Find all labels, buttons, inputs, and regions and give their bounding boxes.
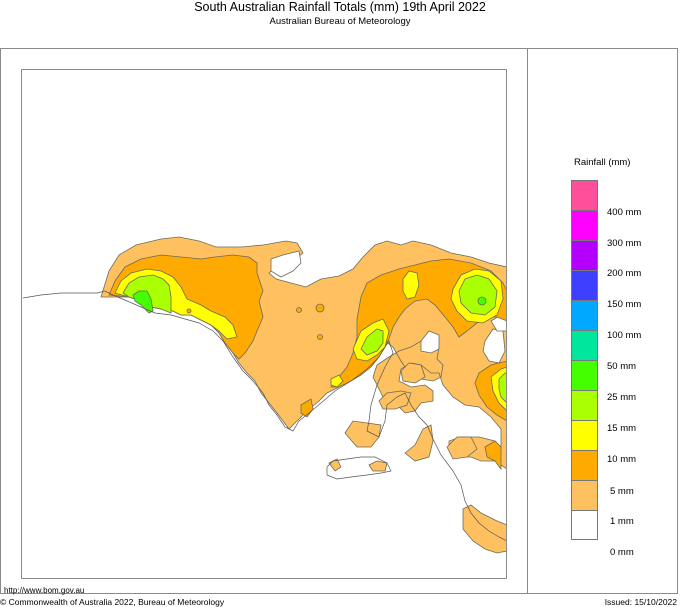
legend-swatch-200-300 [571,240,598,270]
legend-swatch-100-150 [571,300,598,330]
rainfall-zone-25-50mm [132,290,154,314]
rainfall-zone-5-10mm [315,303,325,313]
rainfall-zone-15-25mm [458,274,498,316]
legend-swatch-400plus [571,180,598,210]
legend-label: 300 mm [607,238,642,249]
rainfall-zone-10-15mm [402,270,420,300]
rainfall-zone-1-5mm [446,436,478,460]
rainfall-zone-5-10mm [296,307,302,313]
legend-swatch-1-5 [571,480,598,510]
rainfall-zone-25-50mm [477,296,487,306]
rainfall-zone-1-5mm [400,362,426,384]
chart-frame [0,48,678,594]
coastline [22,290,506,541]
legend-swatch-0-1 [571,510,598,540]
legend-swatch-5-10 [571,450,598,480]
legend-title: Rainfall (mm) [574,157,631,168]
legend-swatch-150-200 [571,270,598,300]
copyright-notice: © Commonwealth of Australia 2022, Bureau… [0,597,225,607]
legend-swatch-50-100 [571,330,598,360]
legend-label: 5 mm [610,486,634,497]
legend-label: 100 mm [607,330,642,341]
legend-divider [527,48,528,594]
rainfall-zone-15-25mm [498,372,506,403]
legend-color-bar [571,180,598,540]
legend-label: 400 mm [607,207,642,218]
legend-swatch-10-15 [571,420,598,450]
rainfall-zone-5-10mm [186,308,192,314]
rainfall-zone-1-5mm [378,390,412,410]
rainfall-zone-5-10mm [317,334,323,340]
rainfall-zone-1-5mm [404,424,434,462]
legend-swatch-300-400 [571,210,598,240]
legend-label: 25 mm [607,392,637,403]
rainfall-zone-0-1mm [270,250,302,278]
rainfall-zone-0-1mm [420,330,440,354]
rainfall-zone-10-15mm [330,374,344,388]
rainfall-zone-1-5mm [368,460,388,472]
legend-label: 150 mm [607,299,642,310]
issued-date: Issued: 15/10/2022 [604,597,677,607]
map-title: South Australian Rainfall Totals (mm) 19… [194,0,486,14]
legend-swatch-25-50 [571,360,598,390]
kangaroo-island [326,456,392,480]
rainfall-zone-5-10mm [484,440,502,471]
legend-swatch-15-25 [571,390,598,420]
legend-label: 50 mm [607,361,637,372]
legend-label: 15 mm [607,423,637,434]
rainfall-zone-15-25mm [360,328,384,356]
rainfall-map-svg [22,236,506,554]
rainfall-zone-0-1mm [482,328,506,364]
rainfall-zone-1-5mm [344,420,382,448]
legend-label: 200 mm [607,268,642,279]
legend-label: 10 mm [607,454,637,465]
rainfall-zone-1-5mm [462,504,506,554]
rainfall-map [21,69,507,579]
website-url[interactable]: http://www.bom.gov.au [4,586,85,595]
map-subtitle: Australian Bureau of Meteorology [269,16,411,27]
legend-label: 0 mm [610,547,634,558]
legend-label: 1 mm [610,516,634,527]
